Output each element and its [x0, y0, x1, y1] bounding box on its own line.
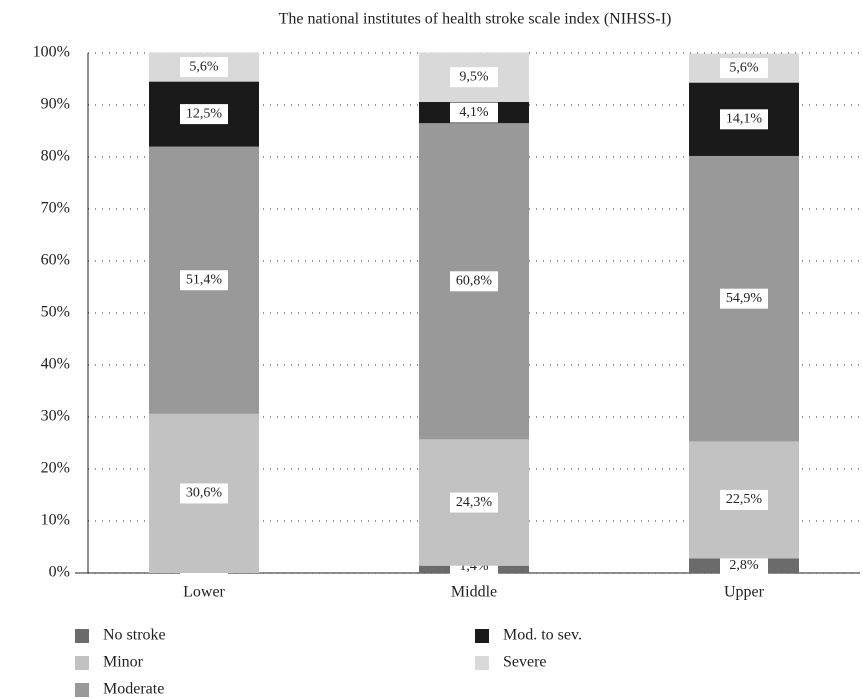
x-tick-label: Lower	[183, 584, 225, 601]
legend-swatch	[475, 629, 489, 643]
value-label: 60,8%	[456, 273, 493, 288]
value-label-box	[450, 271, 498, 292]
value-label-box	[720, 58, 768, 79]
value-label: 5,6%	[189, 59, 219, 74]
value-label-box	[180, 483, 228, 504]
y-tick-label: 60%	[41, 252, 70, 269]
legend-label: Moderate	[103, 681, 164, 698]
value-label-box	[180, 104, 228, 125]
legend-label: Minor	[103, 654, 144, 671]
y-tick-label: 50%	[41, 304, 70, 321]
y-tick-label: 70%	[41, 200, 70, 217]
value-label-box	[180, 57, 228, 78]
value-label: 22,5%	[726, 492, 763, 507]
value-label-box	[720, 109, 768, 130]
value-label-box	[720, 288, 768, 309]
y-tick-label: 20%	[41, 460, 70, 477]
x-tick-label: Middle	[451, 584, 497, 601]
x-tick-label: Upper	[724, 584, 765, 601]
legend-swatch	[75, 656, 89, 670]
legend-swatch	[75, 683, 89, 697]
value-label-box	[450, 492, 498, 513]
value-label: 9,5%	[459, 69, 489, 84]
value-label-box	[450, 67, 498, 88]
y-tick-label: 0%	[49, 564, 70, 581]
chart-title: The national institutes of health stroke…	[279, 11, 672, 28]
legend-label: Mod. to sev.	[503, 627, 582, 644]
value-label: 2,8%	[729, 558, 759, 573]
value-label: 30,6%	[186, 486, 223, 501]
value-label: 51,4%	[186, 272, 223, 287]
y-tick-label: 40%	[41, 356, 70, 373]
y-tick-label: 100%	[33, 44, 70, 61]
y-tick-label: 80%	[41, 148, 70, 165]
y-tick-label: 90%	[41, 96, 70, 113]
legend-label: No stroke	[103, 627, 166, 644]
value-label-box	[720, 489, 768, 510]
legend-swatch	[475, 656, 489, 670]
y-tick-label: 10%	[41, 512, 70, 529]
value-label-box	[720, 555, 768, 576]
y-tick-label: 30%	[41, 408, 70, 425]
legend-label: Severe	[503, 654, 547, 671]
value-label: 24,3%	[456, 495, 493, 510]
value-label: 14,1%	[726, 112, 763, 127]
value-label: 5,6%	[729, 60, 759, 75]
value-label: 12,5%	[186, 106, 223, 121]
value-label-box	[450, 102, 498, 123]
value-label-box	[180, 270, 228, 291]
value-label: 4,1%	[459, 105, 489, 120]
value-label: 54,9%	[726, 291, 763, 306]
legend-swatch	[75, 629, 89, 643]
